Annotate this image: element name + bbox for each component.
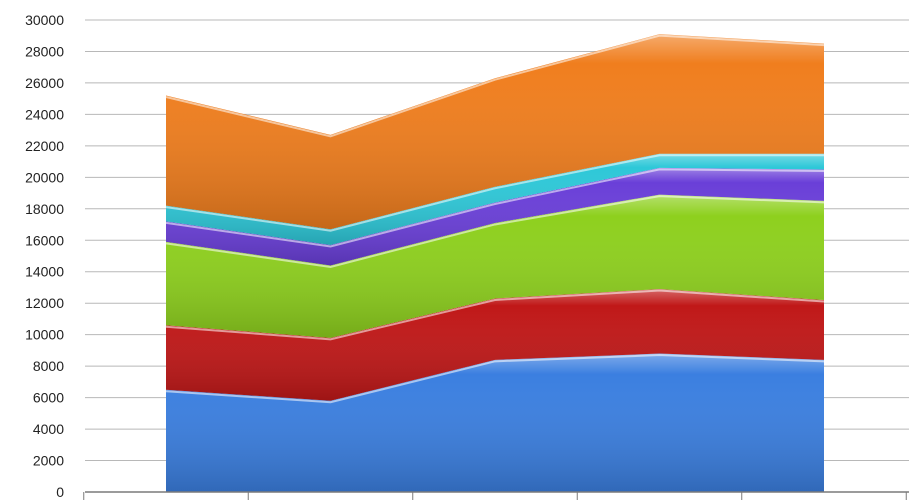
y-tick-label: 8000 <box>33 358 64 374</box>
area-series-2-edge <box>165 289 825 341</box>
y-tick-label: 12000 <box>25 295 64 311</box>
x-axis <box>83 491 909 500</box>
y-tick-label: 28000 <box>25 43 64 59</box>
area-series-1-edge <box>165 354 825 404</box>
y-tick-label: 2000 <box>33 453 64 469</box>
area-series-1-shading <box>166 353 824 492</box>
y-tick-label: 6000 <box>33 390 64 406</box>
y-tick-label: 18000 <box>25 201 64 217</box>
area-series-3-edge <box>165 195 825 268</box>
area-series-4-shading <box>166 167 824 266</box>
y-tick-label: 20000 <box>25 169 64 185</box>
y-tick-label: 10000 <box>25 327 64 343</box>
area-series-2-shading <box>166 289 824 401</box>
area-series-5-edge <box>165 154 824 232</box>
area-series-5-shading <box>166 153 824 245</box>
y-axis-tick-labels: 0 2000 4000 6000 8000 10000 12000 14000 16000 180… <box>25 12 64 500</box>
area-series-group <box>165 34 825 492</box>
y-tick-label: 4000 <box>33 421 64 437</box>
y-tick-label: 0 <box>56 484 64 500</box>
area-series-3-shading <box>166 194 824 338</box>
area-series-6-edge <box>165 34 825 138</box>
y-tick-label: 30000 <box>25 12 64 28</box>
area-series-6-shading <box>166 34 824 230</box>
y-tick-label: 24000 <box>25 106 64 122</box>
y-tick-label: 16000 <box>25 232 64 248</box>
y-tick-label: 14000 <box>25 264 64 280</box>
area-series-4-edge <box>165 168 825 248</box>
y-tick-label: 22000 <box>25 138 64 154</box>
y-tick-label: 26000 <box>25 75 64 91</box>
